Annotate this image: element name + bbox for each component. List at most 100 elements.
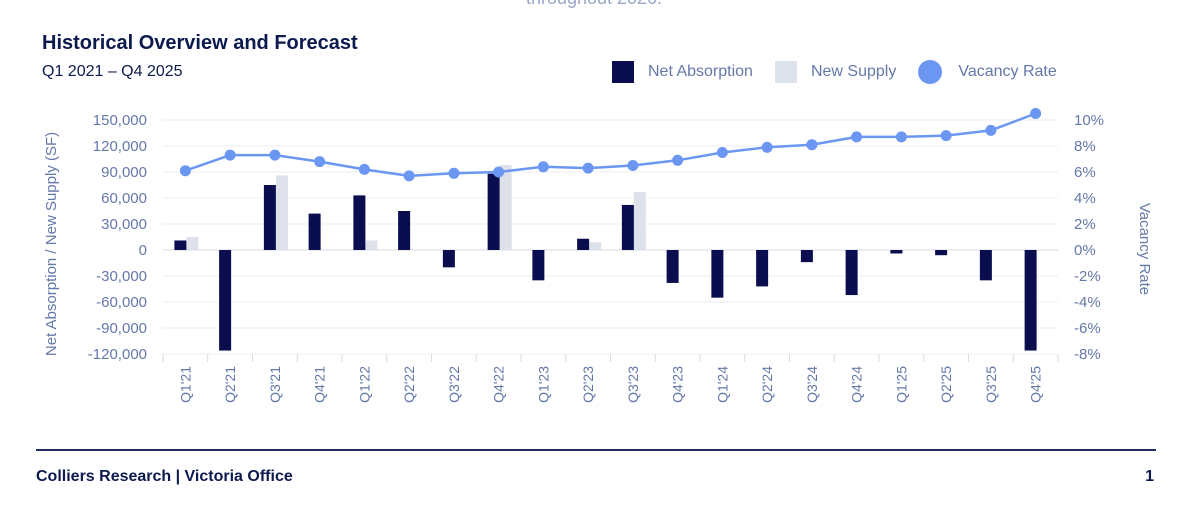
y-left-tick-label: -120,000 (88, 346, 147, 363)
vacancy-rate-point (269, 149, 281, 161)
bar-net-absorption (711, 250, 724, 298)
y-right-tick-label: -4% (1074, 294, 1101, 311)
x-axis: Q1'21 Q2'21 Q3'21 Q4'21 Q1'22 Q2'22 Q3'22 Q4'22… (162, 354, 1059, 403)
bar-net-absorption (353, 195, 366, 250)
x-tick-label: Q4'21 (312, 366, 328, 403)
y-right-tick-label: 10% (1074, 112, 1104, 129)
y-left-tick-label: -30,000 (96, 268, 147, 285)
bar-net-absorption (263, 185, 276, 250)
bar-net-absorption (935, 250, 948, 256)
vacancy-rate-point (537, 161, 549, 173)
y-left-tick-label: -60,000 (96, 294, 147, 311)
legend-swatch-new-supply (774, 61, 797, 83)
bar-net-absorption (756, 250, 769, 287)
bar-net-absorption (666, 250, 679, 283)
footer-divider (36, 449, 1156, 451)
cut-off-text: throughout 2026. (0, 0, 1188, 9)
footer-source: Colliers Research | Victoria Office (36, 468, 293, 485)
chart-subtitle: Q1 2021 – Q4 2025 (42, 63, 183, 80)
bar-net-absorption (1024, 250, 1037, 351)
y-right-tick-label: 2% (1074, 216, 1096, 233)
vacancy-rate-point (806, 139, 818, 151)
vacancy-rate-point (851, 131, 863, 143)
y-axis-right: 10% 8% 6% 4% 2% 0% -2% -4% -6% -8% (1074, 112, 1104, 363)
x-tick-label: Q2'25 (938, 366, 954, 403)
bar-net-absorption (979, 250, 992, 281)
bar-new-supply (365, 240, 378, 250)
y-left-tick-label: 0 (139, 242, 147, 259)
x-tick-label: Q1'23 (535, 366, 551, 403)
bar-net-absorption (845, 250, 858, 296)
x-tick-label: Q1'21 (177, 366, 193, 403)
bar-net-absorption (890, 250, 903, 254)
legend-item-new-supply: New Supply (774, 61, 897, 83)
vacancy-line (179, 108, 1042, 182)
x-tick-label: Q3'23 (625, 366, 641, 403)
x-tick-label: Q4'22 (491, 366, 507, 403)
legend-item-vacancy-rate: Vacancy Rate (918, 60, 1057, 84)
vacancy-rate-point (582, 162, 594, 174)
vacancy-rate-point (761, 141, 773, 153)
bar-net-absorption (308, 213, 321, 250)
y-left-tick-label: 60,000 (101, 190, 147, 207)
bar-net-absorption (398, 211, 411, 250)
bar-net-absorption (219, 250, 232, 351)
chart-title: Historical Overview and Forecast (42, 32, 358, 54)
x-tick-label: Q1'24 (714, 366, 730, 403)
vacancy-rate-point (627, 160, 639, 171)
y-axis-left-label: Net Absorption / New Supply (SF) (43, 132, 60, 356)
vacancy-rate-point (314, 156, 326, 168)
y-left-tick-label: 150,000 (93, 112, 147, 129)
page-number: 1 (1145, 468, 1154, 485)
bar-net-absorption (442, 250, 455, 268)
y-right-tick-label: -8% (1074, 346, 1101, 363)
x-tick-label: Q2'21 (222, 366, 238, 403)
vacancy-rate-point (403, 170, 415, 182)
vacancy-rate-point (716, 147, 728, 158)
bar-new-supply (589, 242, 602, 250)
vacancy-rate-line (184, 112, 1037, 178)
y-right-tick-label: 0% (1074, 242, 1096, 259)
bar-net-absorption (800, 250, 813, 263)
y-axis-right-label: Vacancy Rate (1136, 203, 1153, 295)
y-right-tick-label: 4% (1074, 190, 1096, 207)
bar-new-supply (275, 175, 288, 250)
y-right-tick-label: 8% (1074, 138, 1096, 155)
vacancy-rate-point (1030, 108, 1042, 119)
x-tick-label: Q2'23 (580, 366, 596, 403)
bar-net-absorption (487, 173, 500, 250)
vacancy-rate-point (358, 163, 370, 175)
y-left-tick-label: 30,000 (101, 216, 147, 233)
x-tick-label: Q4'24 (849, 366, 865, 403)
legend-label-net-absorption: Net Absorption (648, 63, 753, 80)
bar-net-absorption (532, 250, 545, 281)
vacancy-rate-point (895, 131, 907, 143)
x-tick-label: Q3'21 (267, 366, 283, 403)
y-right-tick-label: -6% (1074, 320, 1101, 337)
x-tick-label: Q2'22 (401, 366, 417, 403)
bar-new-supply (633, 191, 646, 250)
vacancy-rate-point (940, 130, 952, 142)
y-right-tick-label: -2% (1074, 268, 1101, 285)
legend-swatch-vacancy-rate (918, 60, 943, 84)
y-left-tick-label: 90,000 (101, 164, 147, 181)
y-axis-left: 150,000 120,000 90,000 60,000 30,000 0 -30,000… (88, 112, 147, 363)
x-tick-label: Q1'25 (893, 366, 909, 403)
vacancy-rate-point (672, 154, 684, 166)
x-tick-label: Q3'25 (983, 366, 999, 403)
x-tick-label: Q4'23 (670, 366, 686, 403)
bar-net-absorption (577, 238, 590, 250)
x-tick-label: Q3'22 (446, 366, 462, 403)
vacancy-rate-point (985, 124, 997, 136)
bars (174, 165, 1037, 351)
y-right-tick-label: 6% (1074, 164, 1096, 181)
bar-net-absorption (174, 240, 187, 250)
legend: Net Absorption New Supply Vacancy Rate (612, 60, 1079, 84)
bar-net-absorption (621, 204, 634, 250)
legend-item-net-absorption: Net Absorption (612, 61, 753, 83)
x-tick-label: Q1'22 (356, 366, 372, 403)
legend-label-new-supply: New Supply (810, 63, 897, 80)
y-left-tick-label: 120,000 (93, 138, 147, 155)
vacancy-rate-point (224, 149, 236, 161)
